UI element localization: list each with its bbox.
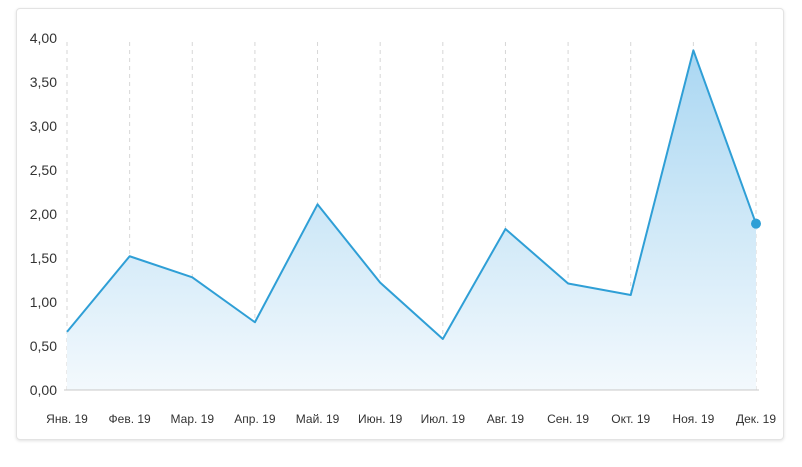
x-tick-label: Май. 19 xyxy=(296,412,340,426)
x-tick-label: Сен. 19 xyxy=(547,412,589,426)
y-axis-ticks: 0,00 0,50 1,00 1,50 2,00 2,50 3,00 3,50 4,00 xyxy=(30,30,57,398)
y-tick-label: 1,50 xyxy=(30,250,57,266)
series-area xyxy=(67,50,756,390)
data-point xyxy=(65,330,69,334)
data-point xyxy=(503,227,507,231)
series-line xyxy=(66,49,757,340)
x-tick-label: Авг. 19 xyxy=(487,412,525,426)
data-point xyxy=(441,337,445,341)
highlighted-point xyxy=(751,218,761,229)
x-tick-label: Апр. 19 xyxy=(234,412,276,426)
y-tick-label: 3,50 xyxy=(30,74,57,90)
data-point xyxy=(190,275,194,279)
data-point xyxy=(629,293,633,297)
y-tick-label: 0,00 xyxy=(30,382,57,398)
data-point xyxy=(128,254,132,258)
x-tick-label: Фев. 19 xyxy=(109,412,152,426)
data-point xyxy=(316,202,320,206)
x-axis-ticks: Янв. 19 Фев. 19 Мар. 19 Апр. 19 Май. 19 Июн. … xyxy=(46,412,776,426)
data-point xyxy=(253,320,257,324)
x-tick-label: Янв. 19 xyxy=(46,412,88,426)
x-tick-label: Июл. 19 xyxy=(421,412,466,426)
y-tick-label: 2,50 xyxy=(30,162,57,178)
x-tick-label: Окт. 19 xyxy=(611,412,650,426)
y-tick-label: 2,00 xyxy=(30,206,57,222)
x-tick-label: Дек. 19 xyxy=(736,412,776,426)
x-tick-label: Ноя. 19 xyxy=(672,412,714,426)
data-point xyxy=(378,281,382,285)
x-tick-label: Июн. 19 xyxy=(358,412,403,426)
y-tick-label: 4,00 xyxy=(30,30,57,46)
series-points xyxy=(65,48,761,341)
y-tick-label: 1,00 xyxy=(30,294,57,310)
y-tick-label: 0,50 xyxy=(30,338,57,354)
y-tick-label: 3,00 xyxy=(30,118,57,134)
x-tick-label: Мар. 19 xyxy=(171,412,215,426)
data-point xyxy=(691,48,695,52)
data-point xyxy=(566,282,570,286)
